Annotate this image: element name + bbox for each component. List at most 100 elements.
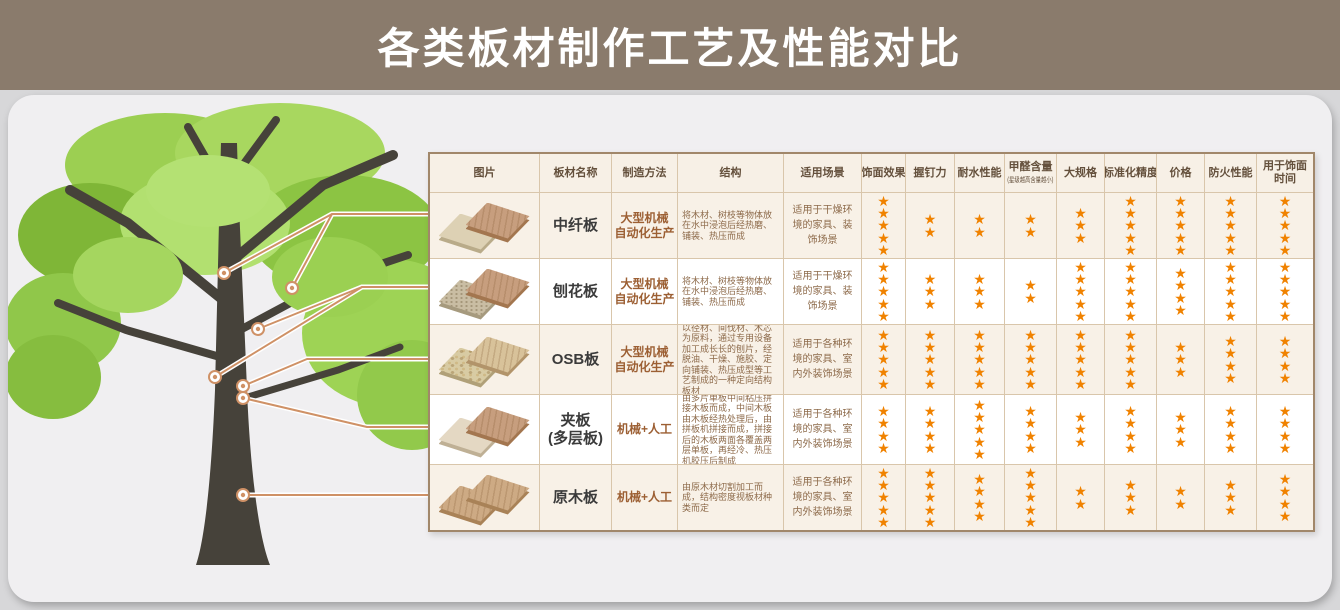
structure-text: 将木材、树枝等物体放在水中浸泡后经热磨、铺装、热压而成	[682, 275, 773, 307]
header-label: 饰面效果	[862, 166, 906, 179]
star-icon: ★	[1124, 241, 1137, 258]
board-name-line: (多层板)	[548, 429, 603, 447]
leader-lines	[208, 211, 431, 502]
star-icon: ★	[973, 483, 986, 500]
cell-rating: ★ ★ ★ ★ ★	[862, 324, 906, 394]
board-name-line: 原木板	[552, 488, 598, 506]
star-icon: ★	[1174, 421, 1187, 438]
star-icon: ★	[1278, 271, 1292, 288]
method-line: 机械+人工	[616, 490, 672, 504]
star-icon: ★	[1074, 483, 1087, 500]
header-label: 耐水性能	[957, 166, 1002, 179]
star-icon: ★	[1224, 333, 1237, 350]
board-illustration	[437, 201, 533, 254]
star-icon: ★	[1024, 277, 1037, 294]
star-icon: ★	[877, 363, 890, 380]
cell-rating: ★ ★	[906, 192, 955, 258]
star-icon: ★	[877, 513, 890, 530]
cell-structure: 将木材、树枝等物体放在水中浸泡后经热磨、铺装、热压而成	[678, 192, 784, 258]
cell-structure: 由原木材切割加工而成，结构密度视板材种类而定	[678, 464, 784, 530]
cell-structure: 由多片单板中间粘压拼接木板而成，中间木板由木板经热处理后，由拼板机拼接而成，拼接…	[678, 394, 784, 464]
cell-method: 大型机械 自动化生产	[612, 258, 678, 324]
star-icon: ★	[923, 211, 937, 228]
header-label: 防火性能	[1208, 166, 1253, 179]
star-icon: ★	[1278, 427, 1292, 444]
star-icon: ★	[923, 295, 937, 312]
cell-method: 大型机械 自动化生产	[612, 192, 678, 258]
cell-rating: ★ ★ ★ ★ ★	[1105, 324, 1157, 394]
structure-text: 将木材、树枝等物体放在水中浸泡后经热磨、铺装、热压而成	[682, 209, 773, 241]
star-icon: ★	[1024, 289, 1037, 306]
star-icon: ★	[1174, 265, 1187, 282]
title-bar: 各类板材制作工艺及性能对比	[0, 0, 1340, 90]
star-icon: ★	[923, 477, 937, 494]
star-icon: ★	[1224, 271, 1237, 288]
star-icon: ★	[1074, 326, 1087, 343]
cell-rating: ★ ★ ★	[906, 258, 955, 324]
cell-rating: ★ ★ ★ ★ ★	[1005, 324, 1057, 394]
table-row: OSB板 大型机械 自动化生产 以径材、间伐材、木芯为原料，通过专用设备加工成长长的刨…	[430, 324, 1313, 394]
star-icon: ★	[1024, 501, 1037, 518]
star-icon: ★	[1074, 258, 1087, 275]
star-icon: ★	[1174, 363, 1187, 380]
header-cell: 用于饰面时间	[1257, 154, 1313, 192]
star-icon: ★	[1024, 223, 1037, 240]
header-cell: 耐水性能	[955, 154, 1005, 192]
header-label: 甲醛含量	[1008, 161, 1053, 173]
star-icon: ★	[1074, 339, 1087, 356]
star-icon: ★	[1224, 501, 1237, 518]
cell-method: 大型机械 自动化生产	[612, 324, 678, 394]
star-icon: ★	[1224, 477, 1237, 494]
cell-rating: ★ ★ ★ ★ ★	[862, 192, 906, 258]
star-icon: ★	[1224, 205, 1237, 222]
star-icon: ★	[877, 351, 890, 368]
header-label: 图片	[473, 166, 496, 179]
star-icon: ★	[973, 396, 986, 413]
star-icon: ★	[1224, 283, 1237, 300]
star-icon: ★	[923, 223, 937, 240]
structure-text: 由原木材切割加工而成，结构密度视板材种类而定	[682, 481, 773, 513]
cell-method: 机械+人工	[612, 464, 678, 530]
star-icon: ★	[973, 421, 986, 438]
cell-rating: ★ ★ ★ ★ ★	[955, 394, 1005, 464]
star-icon: ★	[1174, 192, 1187, 209]
cell-rating: ★ ★ ★ ★ ★	[906, 324, 955, 394]
star-icon: ★	[1278, 295, 1292, 312]
scenario-text: 适用于干燥环境的家具、装饰场景	[792, 271, 853, 312]
cell-rating: ★ ★ ★ ★ ★	[1257, 192, 1313, 258]
star-icon: ★	[1224, 295, 1237, 312]
method-line: 大型机械	[620, 344, 669, 359]
star-icon: ★	[1174, 289, 1187, 306]
star-icon: ★	[1224, 415, 1237, 432]
star-icon: ★	[877, 375, 890, 392]
content-panel: 图片 板材名称 制造方法 结构 适用场景 饰面效果 握钉力 耐水性能 甲醛含量 (星级越高含量越小…	[8, 95, 1332, 602]
star-icon: ★	[1024, 489, 1037, 506]
cell-structure: 以径材、间伐材、木芯为原料，通过专用设备加工成长长的刨片，经脱油、干燥、施胶、定…	[678, 324, 784, 394]
star-icon: ★	[1024, 363, 1037, 380]
star-icon: ★	[1124, 258, 1137, 275]
star-icon: ★	[1024, 439, 1037, 456]
star-icon: ★	[1124, 283, 1137, 300]
scenario-text: 适用于各种环境的家具、室内外装饰场景	[792, 339, 853, 380]
table-row: 夹板 (多层板) 机械+人工 由多片单板中间粘压拼接木板而成，中间木板由木板经热处理后…	[430, 394, 1313, 464]
star-icon: ★	[1278, 345, 1292, 362]
star-icon: ★	[973, 495, 986, 512]
star-icon: ★	[973, 339, 986, 356]
cell-rating: ★ ★ ★	[955, 258, 1005, 324]
star-icon: ★	[1174, 495, 1187, 512]
star-icon: ★	[1074, 205, 1087, 222]
star-icon: ★	[1278, 439, 1292, 456]
header-cell: 大规格	[1057, 154, 1105, 192]
star-icon: ★	[923, 271, 937, 288]
board-illustration	[437, 405, 533, 458]
cell-rating: ★ ★ ★ ★	[955, 464, 1005, 530]
star-icon: ★	[1074, 295, 1087, 312]
comparison-table: 图片 板材名称 制造方法 结构 适用场景 饰面效果 握钉力 耐水性能 甲醛含量 (星级越高含量越小…	[428, 152, 1315, 532]
header-cell: 结构	[678, 154, 784, 192]
method-line: 自动化生产	[614, 359, 675, 374]
star-icon: ★	[1024, 415, 1037, 432]
star-icon: ★	[1224, 229, 1237, 246]
star-icon: ★	[1224, 345, 1237, 362]
header-cell: 防火性能	[1205, 154, 1257, 192]
star-icon: ★	[923, 464, 937, 481]
